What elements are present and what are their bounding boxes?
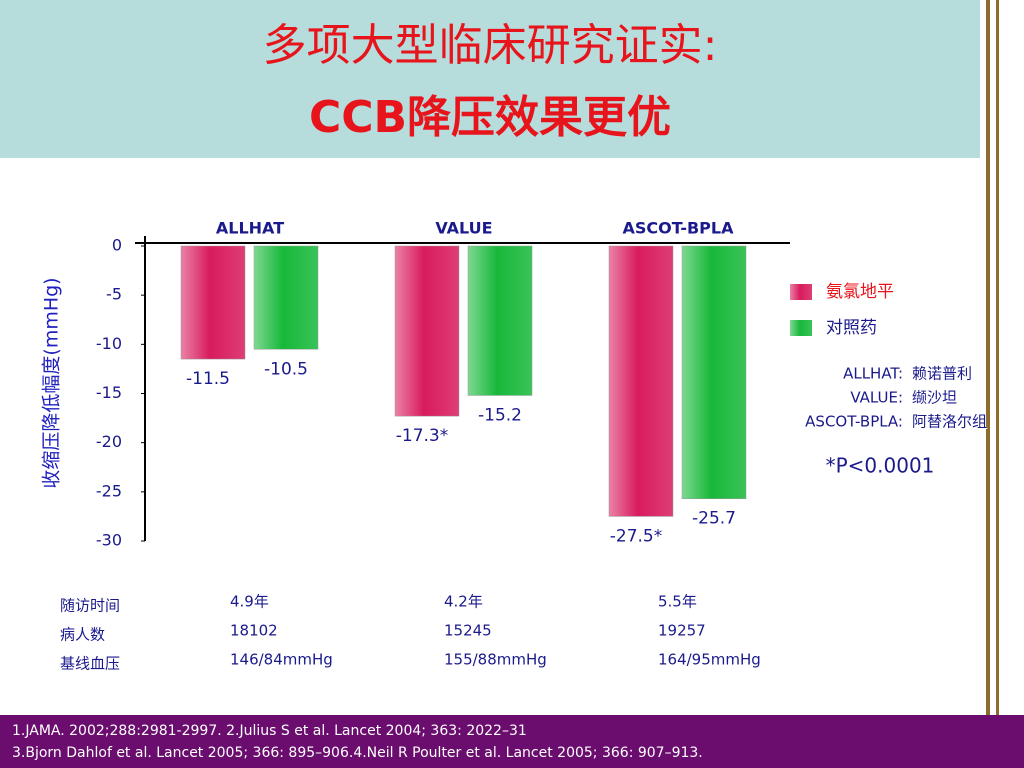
footnote: 3.Bjorn Dahlof et al. Lancet 2005; 366: … (12, 745, 703, 761)
legend-label: 氨氯地平 (826, 282, 894, 302)
table-cell: 4.9年 (230, 593, 269, 611)
legend-swatch (790, 284, 812, 300)
table-cell: 18102 (230, 622, 278, 640)
value-label: -25.7 (692, 509, 736, 529)
value-label: -10.5 (264, 359, 308, 379)
drug-trial: VALUE: (850, 389, 903, 407)
legend-swatch (790, 320, 812, 336)
chart-subtitle: CCB降压效果更优 (309, 92, 671, 143)
drug-name: 缬沙坦 (912, 389, 957, 407)
y-tick-label: 0 (112, 236, 122, 255)
legend-label: 对照药 (826, 318, 877, 338)
row-label: 病人数 (60, 626, 105, 644)
y-tick-label: -25 (96, 481, 122, 500)
footer-band (0, 715, 1024, 768)
drug-name: 赖诺普利 (912, 365, 972, 383)
footnote: 1.JAMA. 2002;288:2981-2997. 2.Julius S e… (12, 723, 527, 739)
decor-line (996, 0, 999, 715)
value-label: -11.5 (186, 369, 230, 389)
table-cell: 19257 (658, 622, 706, 640)
y-tick-label: -10 (96, 334, 122, 353)
category-label: ALLHAT (216, 219, 284, 238)
y-tick-label: -5 (106, 285, 122, 304)
y-tick-label: -30 (96, 531, 122, 550)
table-cell: 5.5年 (658, 593, 697, 611)
chart-title: 多项大型临床研究证实: (263, 20, 718, 71)
category-label: VALUE (435, 219, 492, 238)
bar (180, 245, 246, 360)
table-cell: 15245 (444, 622, 492, 640)
bar (608, 245, 674, 517)
category-label: ASCOT-BPLA (623, 219, 735, 238)
table-cell: 146/84mmHg (230, 651, 333, 669)
bar (681, 245, 747, 499)
table-cell: 164/95mmHg (658, 651, 761, 669)
row-label: 基线血压 (60, 655, 120, 673)
table-cell: 155/88mmHg (444, 651, 547, 669)
bar (467, 245, 533, 396)
value-label: -15.2 (478, 405, 522, 425)
bar (394, 245, 460, 417)
decor-line (986, 0, 990, 715)
title-band (0, 0, 980, 158)
table-cell: 4.2年 (444, 593, 483, 611)
y-axis-label: 收缩压降低幅度(mmHg) (41, 277, 63, 488)
drug-trial: ALLHAT: (843, 365, 903, 383)
row-label: 随访时间 (60, 597, 120, 615)
bar (253, 245, 319, 350)
value-label: -17.3* (396, 426, 449, 446)
drug-name: 阿替洛尔组 (912, 413, 987, 431)
y-tick-label: -15 (96, 383, 122, 402)
p-value: *P<0.0001 (826, 454, 935, 478)
value-label: -27.5* (610, 526, 663, 546)
drug-trial: ASCOT-BPLA: (805, 413, 903, 431)
y-tick-label: -20 (96, 432, 122, 451)
